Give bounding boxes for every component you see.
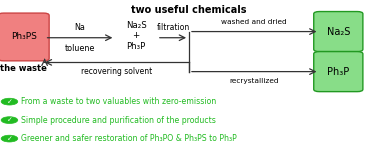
- Text: Simple procedure and purification of the products: Simple procedure and purification of the…: [21, 116, 216, 125]
- Text: From a waste to two valuables with zero-emission: From a waste to two valuables with zero-…: [21, 97, 216, 106]
- Text: Na: Na: [74, 23, 85, 32]
- Circle shape: [1, 98, 18, 105]
- Text: Na₂S
+
Ph₃P: Na₂S + Ph₃P: [126, 21, 146, 51]
- FancyBboxPatch shape: [0, 13, 49, 61]
- Text: washed and dried: washed and dried: [222, 19, 287, 25]
- Text: Ph₃P: Ph₃P: [327, 67, 349, 77]
- Text: toluene: toluene: [65, 44, 95, 53]
- Text: ✓: ✓: [6, 136, 12, 142]
- Text: ✓: ✓: [6, 99, 12, 105]
- Circle shape: [1, 117, 18, 124]
- Circle shape: [1, 135, 18, 142]
- Text: the waste: the waste: [0, 64, 47, 73]
- Text: recrystallized: recrystallized: [229, 78, 279, 84]
- Text: Na₂S: Na₂S: [327, 27, 350, 36]
- Text: recovering solvent: recovering solvent: [81, 67, 152, 76]
- Text: Ph₃PS: Ph₃PS: [11, 32, 37, 41]
- FancyBboxPatch shape: [314, 12, 363, 52]
- Text: two useful chemicals: two useful chemicals: [131, 5, 247, 15]
- Text: ✓: ✓: [6, 117, 12, 123]
- FancyBboxPatch shape: [314, 52, 363, 92]
- Text: filtration: filtration: [156, 23, 189, 32]
- Text: Greener and safer restoration of Ph₃PO & Ph₃PS to Ph₃P: Greener and safer restoration of Ph₃PO &…: [21, 134, 237, 143]
